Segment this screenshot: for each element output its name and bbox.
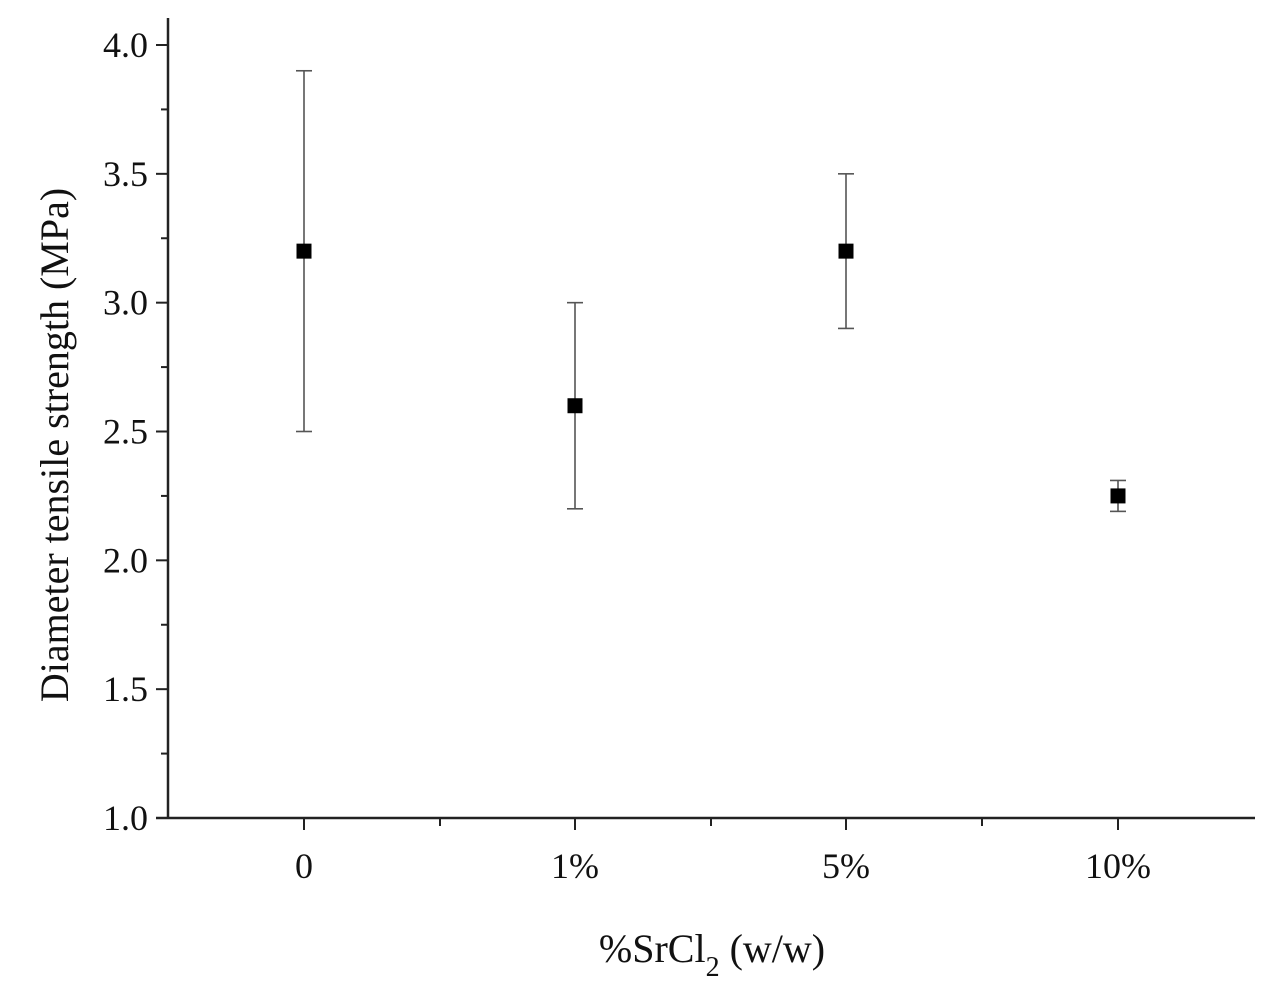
x-axis-title-prefix: %SrCl <box>599 926 706 971</box>
data-point-group <box>296 69 312 433</box>
x-axis: 0 1% 5% 10% <box>295 818 1151 886</box>
y-axis-title: Diameter tensile strength (MPa) <box>32 188 77 702</box>
y-axis: 1.0 1.5 2.0 2.5 3.0 3.5 4.0 <box>103 25 168 838</box>
y-tick-label: 2.0 <box>103 540 148 580</box>
x-axis-title-subscript: 2 <box>706 952 720 983</box>
data-series <box>296 69 1126 513</box>
plot-area <box>156 18 1255 820</box>
y-tick-label: 1.0 <box>103 798 148 838</box>
x-tick-label: 10% <box>1085 846 1151 886</box>
data-point-group <box>1110 479 1126 513</box>
y-tick-label: 4.0 <box>103 25 148 65</box>
y-tick-label: 3.5 <box>103 154 148 194</box>
data-point-marker <box>838 243 854 259</box>
x-tick-label: 0 <box>295 846 313 886</box>
data-point-group <box>838 173 854 330</box>
x-axis-title: %SrCl2 (w/w) <box>599 926 825 983</box>
data-point-marker <box>1110 488 1126 504</box>
x-axis-title-suffix: (w/w) <box>720 926 826 971</box>
y-tick-label: 1.5 <box>103 669 148 709</box>
y-tick-label: 2.5 <box>103 412 148 452</box>
data-point-marker <box>296 243 312 259</box>
x-tick-label: 1% <box>551 846 599 886</box>
data-point-marker <box>567 398 583 414</box>
y-tick-label: 3.0 <box>103 283 148 323</box>
data-point-group <box>567 301 583 510</box>
x-tick-label: 5% <box>822 846 870 886</box>
